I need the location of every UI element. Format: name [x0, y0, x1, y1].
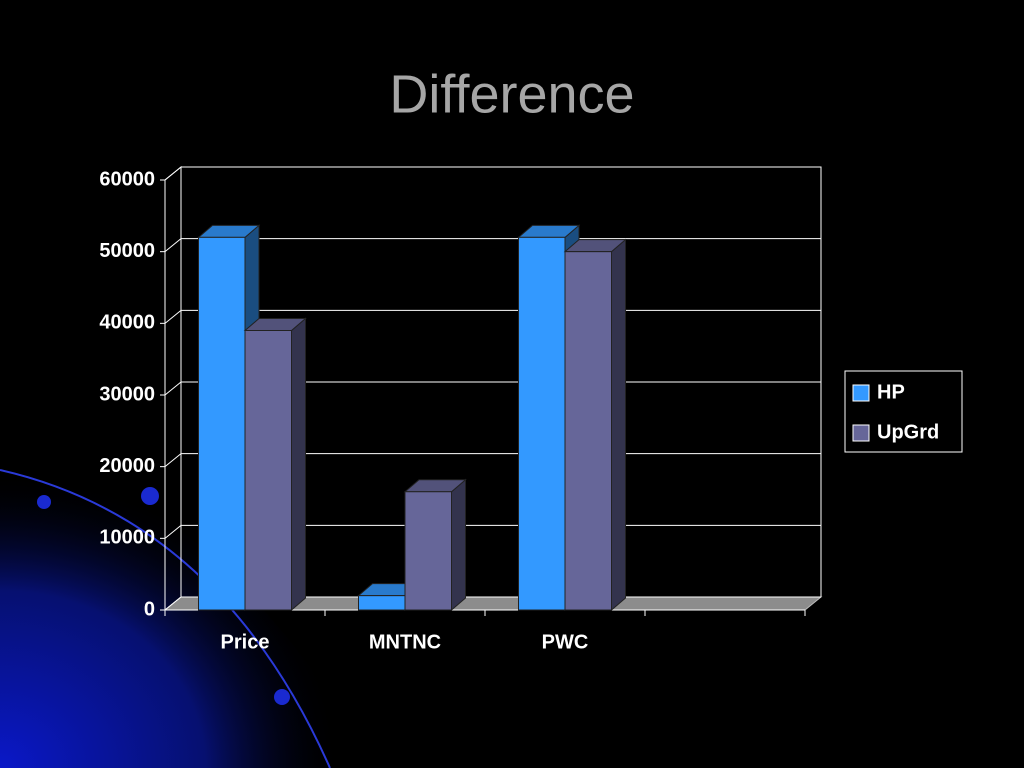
side-grid-line — [164, 453, 182, 468]
y-tick-label: 0 — [144, 598, 155, 620]
side-grid-line — [164, 381, 182, 396]
side-grid-line — [164, 238, 182, 253]
x-tick-label: Price — [221, 631, 270, 653]
y-tick-label: 30000 — [99, 383, 155, 405]
legend-label: UpGrd — [877, 421, 939, 443]
y-tick-label: 10000 — [99, 527, 155, 549]
side-grid-line — [164, 524, 182, 539]
bar-side — [611, 238, 626, 612]
decor-arc — [0, 469, 331, 768]
decor-dot — [141, 487, 159, 505]
y-tick-label: 20000 — [99, 455, 155, 477]
decor-dot — [274, 689, 290, 705]
chart-title: Difference — [389, 64, 634, 124]
bar — [244, 330, 292, 611]
bar — [564, 251, 612, 611]
side-grid-line — [164, 309, 182, 324]
side-grid-line — [164, 596, 182, 611]
y-tick-label: 40000 — [99, 312, 155, 334]
legend-swatch — [852, 384, 870, 402]
y-tick-label: 60000 — [99, 168, 155, 190]
bar-side — [291, 317, 306, 612]
legend-swatch — [852, 424, 870, 442]
bar — [198, 236, 246, 611]
bar — [358, 595, 406, 611]
bar — [404, 491, 452, 611]
legend-label: HP — [877, 381, 905, 403]
x-tick-label: MNTNC — [369, 631, 441, 653]
y-tick-label: 50000 — [99, 240, 155, 262]
bar-side — [451, 478, 466, 612]
bar — [518, 236, 566, 611]
decor-dot — [37, 495, 51, 509]
side-grid-line — [164, 166, 182, 181]
x-tick-label: PWC — [542, 631, 589, 653]
